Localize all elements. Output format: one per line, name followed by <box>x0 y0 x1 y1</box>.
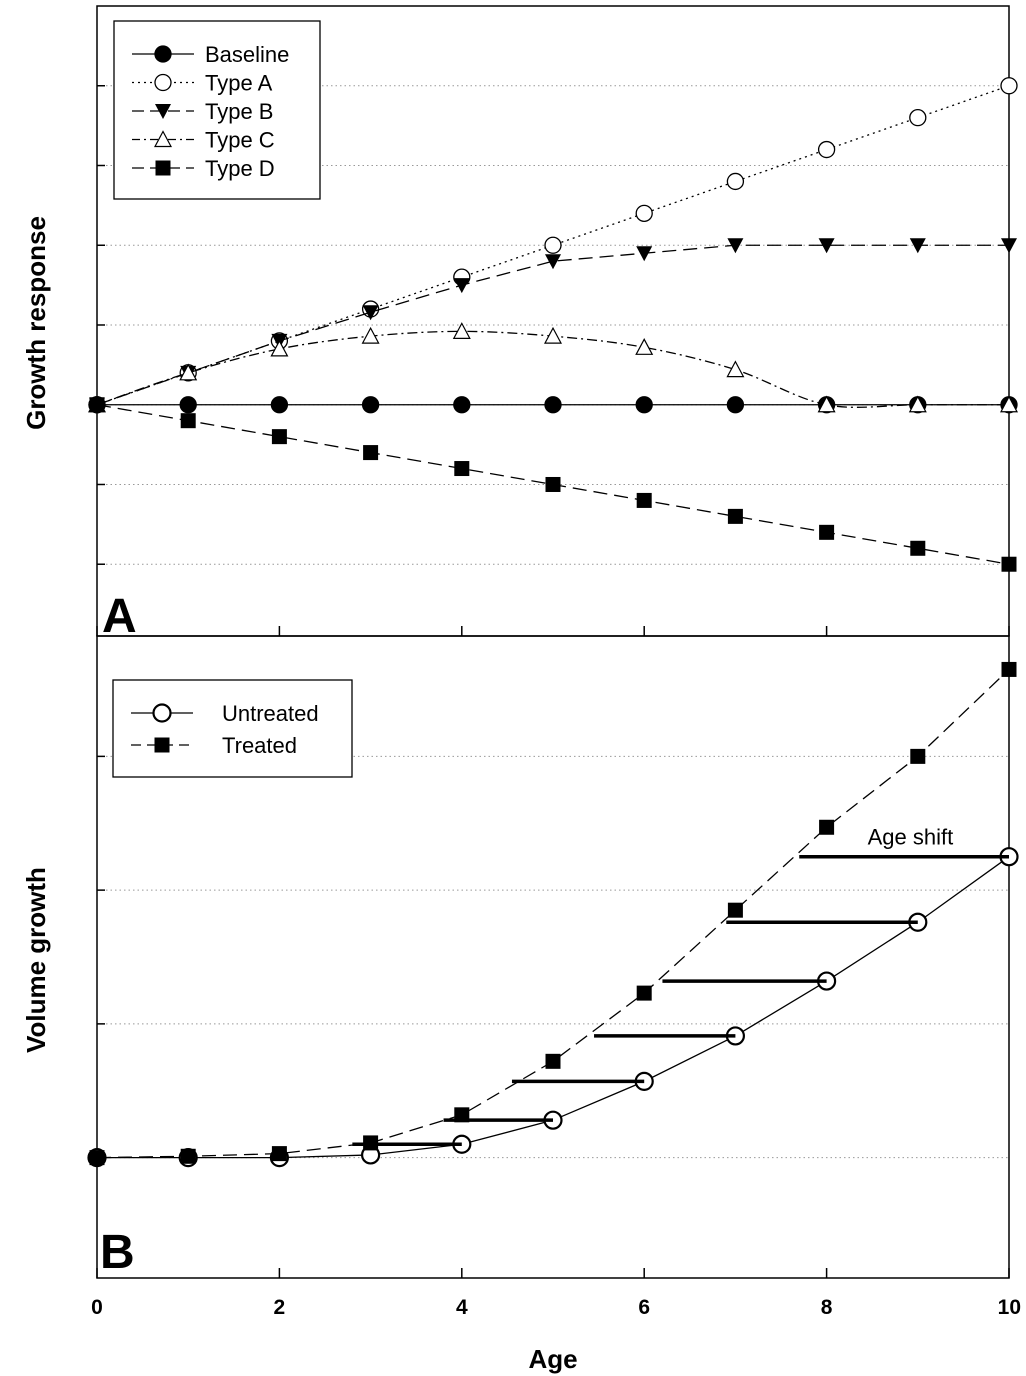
data-point <box>819 524 835 540</box>
data-point <box>271 1146 287 1162</box>
data-point <box>544 396 562 414</box>
legend-marker <box>154 737 170 753</box>
data-point <box>180 413 196 429</box>
legend-box <box>112 679 353 778</box>
data-point <box>818 238 835 254</box>
legend-box <box>113 20 321 200</box>
data-point <box>89 1150 105 1166</box>
data-point <box>179 396 197 414</box>
panel-b: Untreated Treated Age shift <box>87 661 1019 1168</box>
data-point <box>726 396 745 414</box>
legend-label: Type D <box>205 156 275 181</box>
data-point <box>727 508 743 524</box>
legend: Baseline Type A Type B Type C Type D <box>113 20 321 200</box>
data-point <box>1001 661 1017 677</box>
data-point <box>635 396 653 414</box>
panel-b-frame <box>96 635 1010 1279</box>
data-point <box>910 540 926 556</box>
legend-label: Type C <box>205 128 275 153</box>
data-point <box>89 397 105 413</box>
data-point <box>635 338 654 355</box>
x-tick-label: 8 <box>821 1296 833 1319</box>
data-point <box>270 339 289 357</box>
data-point <box>1001 238 1017 254</box>
legend-label: Untreated <box>222 701 319 726</box>
data-point <box>909 238 926 254</box>
data-point <box>452 322 471 339</box>
data-point <box>727 902 743 918</box>
data-point <box>1000 77 1018 95</box>
y-axis-label-a: Growth response <box>21 216 51 430</box>
data-point <box>908 395 927 413</box>
data-point <box>909 108 927 127</box>
data-point <box>636 246 653 262</box>
data-point <box>361 396 380 414</box>
data-point <box>726 360 745 378</box>
legend-marker <box>152 703 172 723</box>
data-point <box>179 363 198 381</box>
x-axis-label: Age <box>528 1344 577 1374</box>
legend-label: Treated <box>222 733 297 758</box>
data-point <box>726 172 745 191</box>
legend-marker <box>154 45 172 63</box>
series-type-d <box>89 397 1017 572</box>
data-point <box>544 236 562 254</box>
data-point <box>636 492 652 508</box>
data-point <box>544 326 562 344</box>
legend-marker <box>155 104 171 119</box>
data-point <box>180 1148 196 1164</box>
panel-a-label: A <box>102 590 137 643</box>
data-point <box>545 1053 561 1069</box>
legend-label: Type B <box>205 99 273 124</box>
series-type-c <box>88 322 1018 413</box>
legend: Untreated Treated <box>112 679 353 778</box>
data-point <box>545 476 561 492</box>
legend-marker <box>154 130 172 148</box>
data-point <box>271 429 287 445</box>
data-point <box>453 396 471 414</box>
y-axis-label-b: Volume growth <box>21 867 51 1053</box>
age-shift-annotation: Age shift <box>868 824 954 849</box>
data-point <box>453 278 470 294</box>
x-tick-label: 0 <box>91 1296 103 1319</box>
data-point <box>363 445 379 461</box>
data-point <box>910 748 926 764</box>
data-point <box>361 326 380 344</box>
data-point <box>545 254 561 270</box>
series-type-b <box>89 238 1017 413</box>
data-point <box>270 396 289 414</box>
data-point <box>362 305 379 321</box>
data-point <box>727 238 744 254</box>
x-tick-label: 10 <box>998 1296 1021 1319</box>
data-point <box>454 461 470 477</box>
legend-label: Type A <box>205 71 273 96</box>
series-line <box>96 244 1009 406</box>
data-point <box>817 140 836 159</box>
data-point <box>1000 395 1018 413</box>
panel-b-label: B <box>100 1226 135 1279</box>
x-axis-ticks: 0 2 4 6 8 10 <box>91 626 1021 1319</box>
legend-marker <box>154 73 172 92</box>
panel-a: Baseline Type A Type B Type C Type D <box>88 20 1018 572</box>
data-point <box>636 985 652 1001</box>
legend-label: Baseline <box>205 42 289 67</box>
data-point <box>635 204 653 222</box>
x-tick-label: 6 <box>638 1296 650 1319</box>
series-line <box>96 85 1010 406</box>
data-point <box>817 395 836 413</box>
series-baseline <box>88 396 1018 414</box>
x-tick-label: 2 <box>274 1296 286 1319</box>
data-point <box>1001 556 1017 572</box>
data-point <box>819 819 835 835</box>
x-tick-label: 4 <box>456 1296 468 1319</box>
legend-marker <box>155 160 171 176</box>
